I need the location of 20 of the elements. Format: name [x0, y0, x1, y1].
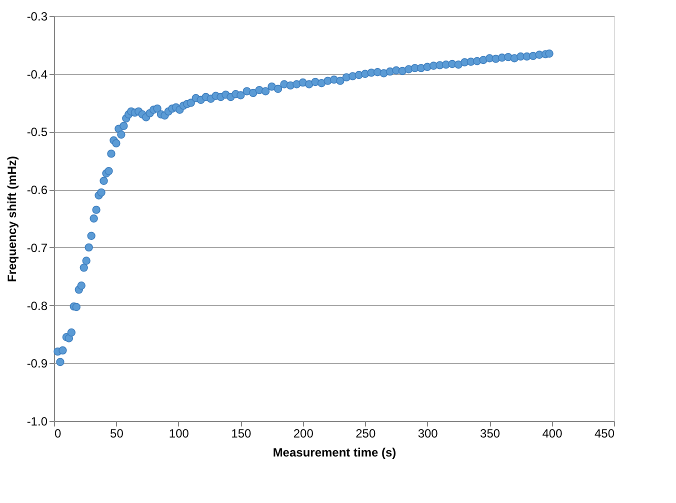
x-axis-title: Measurement time (s) [272, 446, 396, 460]
x-tick-label: 250 [356, 426, 376, 440]
y-tick-label: -0.8 [26, 298, 48, 313]
y-tick-label: -0.6 [26, 183, 48, 198]
x-tick-label: 100 [168, 426, 190, 440]
x-tick-label: 50 [110, 426, 124, 440]
x-tick-label: 0 [54, 426, 62, 440]
y-tick-label: -0.4 [26, 67, 48, 82]
y-tick-label: -0.5 [26, 125, 48, 140]
y-tick-label: -0.3 [26, 10, 48, 24]
x-tick-label: 300 [418, 426, 438, 440]
x-tick-label: 400 [542, 426, 563, 440]
x-tick-label: 150 [231, 426, 252, 440]
y-axis-title: Frequency shift (mHz) [4, 156, 19, 282]
y-tick-label: -0.9 [26, 356, 48, 371]
y-tick-label: -0.7 [26, 240, 48, 255]
x-tick-label: 350 [480, 426, 500, 440]
x-tick-label: 200 [293, 426, 314, 440]
y-tick-label: -1.0 [26, 414, 48, 428]
x-tick-label: 450 [594, 426, 615, 440]
